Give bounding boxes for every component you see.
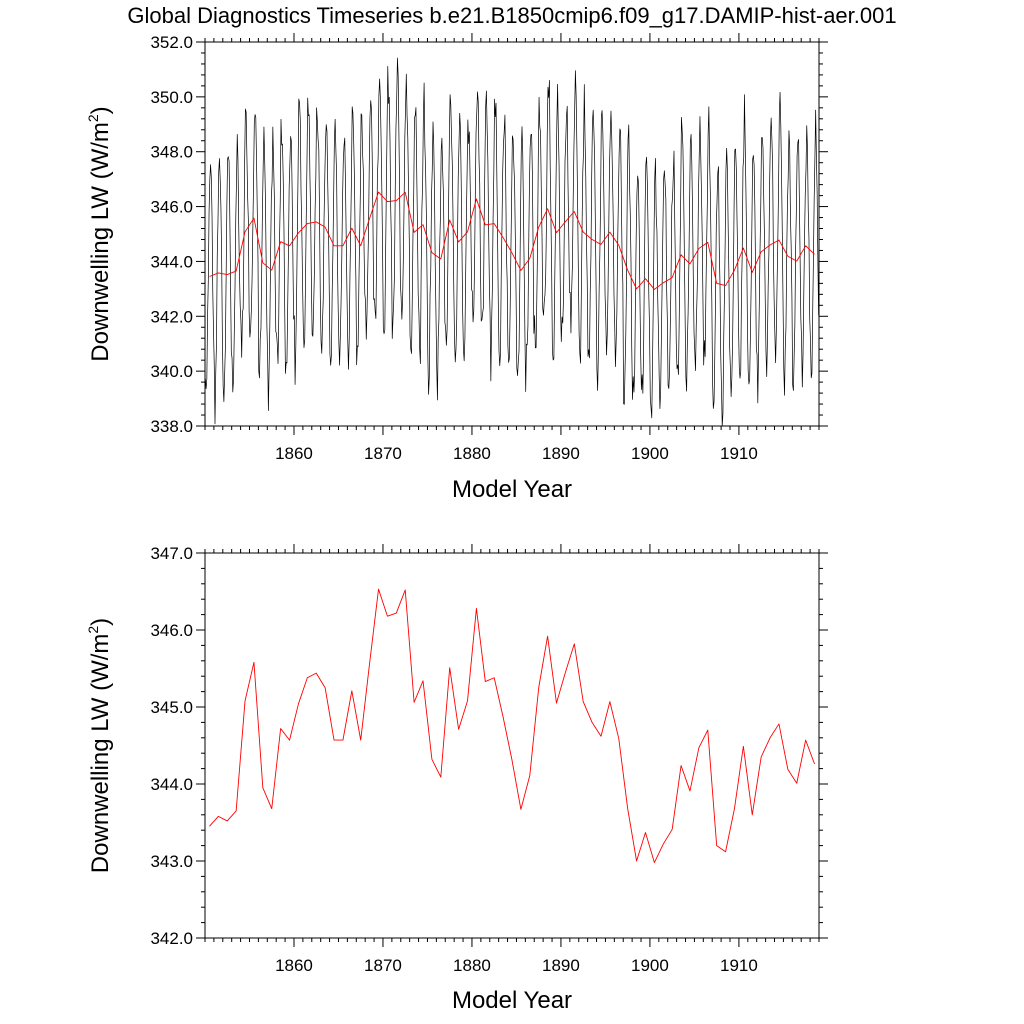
y-tick-label: 342.0: [150, 929, 193, 948]
x-tick-label: 1900: [631, 444, 669, 463]
x-axis-label: Model Year: [452, 476, 572, 503]
x-tick-label: 1880: [453, 956, 491, 975]
x-tick-label: 1910: [720, 956, 758, 975]
y-tick-label: 348.0: [150, 143, 193, 162]
y-tick-label: 346.0: [150, 621, 193, 640]
data-layer: [205, 57, 819, 426]
top-panel: 1860 1870 1880 1890 1900 1910 338.0 340.0 342.0 3…: [85, 33, 828, 503]
plot-frame: [204, 41, 820, 427]
x-tick-label: 1910: [720, 444, 758, 463]
y-tick-label: 347.0: [150, 544, 193, 563]
data-layer: [209, 588, 815, 863]
y-tick-label: 343.0: [150, 852, 193, 871]
annual-mean-series-line: [209, 191, 815, 290]
y-tick-label: 352.0: [150, 33, 193, 52]
x-tick-label: 1890: [542, 956, 580, 975]
y-axis-label: Downwelling LW (W/m2): [85, 106, 114, 361]
y-tick-label: 344.0: [150, 775, 193, 794]
x-tick-label: 1880: [453, 444, 491, 463]
y-tick-label: 350.0: [150, 88, 193, 107]
x-tick-label: 1890: [542, 444, 580, 463]
plot-frame: [204, 552, 820, 939]
x-axis-label: Model Year: [452, 987, 572, 1014]
y-tick-label: 346.0: [150, 198, 193, 217]
x-tick-label: 1870: [364, 444, 402, 463]
y-axis-label: Downwelling LW (W/m2): [85, 618, 114, 873]
y-tick-label: 344.0: [150, 252, 193, 271]
y-tick-label: 340.0: [150, 362, 193, 381]
chart-title: Global Diagnostics Timeseries b.e21.B185…: [127, 3, 896, 28]
y-tick-label: 345.0: [150, 698, 193, 717]
x-tick-label: 1860: [275, 956, 313, 975]
x-tick-label: 1860: [275, 444, 313, 463]
monthly-series-line: [205, 57, 819, 426]
annual-mean-series-line: [209, 588, 815, 863]
y-tick-label: 342.0: [150, 307, 193, 326]
y-tick-label: 338.0: [150, 417, 193, 436]
x-tick-label: 1870: [364, 956, 402, 975]
x-tick-label: 1900: [631, 956, 669, 975]
bottom-panel: 1860 1870 1880 1890 1900 1910 342.0 343.0 344.0 3…: [85, 544, 828, 1014]
